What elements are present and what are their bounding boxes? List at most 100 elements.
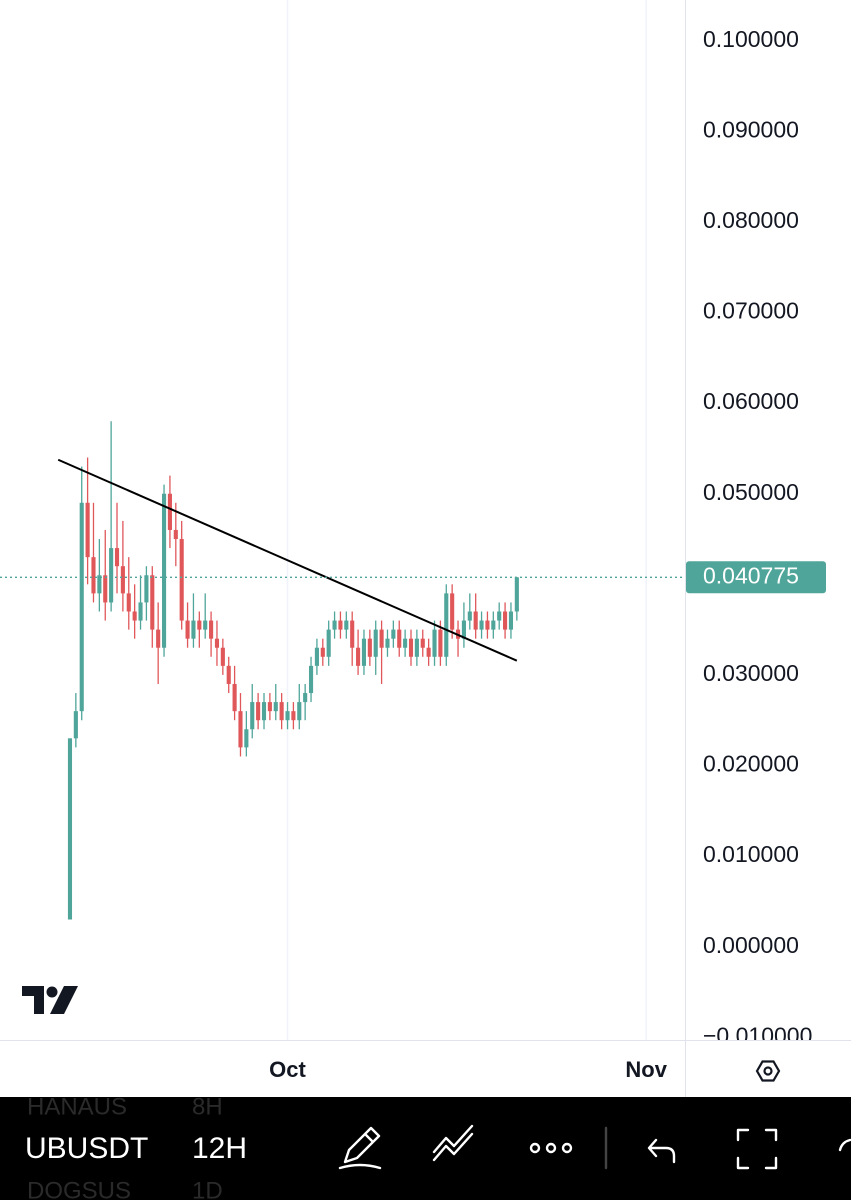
- candle-body: [297, 702, 302, 721]
- candle-body: [385, 638, 390, 648]
- toolbar-gap: [157, 1097, 187, 1200]
- candle-body: [379, 629, 384, 648]
- candle-body: [356, 647, 361, 666]
- candle-body: [250, 702, 255, 730]
- candle-body: [179, 539, 184, 621]
- candle-body: [273, 702, 278, 712]
- candle-body: [244, 729, 249, 748]
- candle-body: [432, 629, 437, 657]
- candle-body: [73, 711, 78, 739]
- candle-body: [220, 647, 225, 666]
- interval-prev[interactable]: 8H: [192, 1093, 223, 1120]
- candle-body: [303, 693, 308, 703]
- candle-body: [514, 577, 519, 612]
- candle-body: [97, 575, 102, 594]
- x-axis: Oct Nov: [269, 1057, 668, 1082]
- more-button[interactable]: [529, 1142, 573, 1154]
- corner-bg: [686, 1041, 851, 1097]
- x-tick-label: Oct: [269, 1057, 306, 1082]
- candle-body: [232, 683, 237, 712]
- candle-body: [373, 629, 378, 657]
- candle-body: [485, 620, 490, 630]
- grid: [286, 0, 647, 1040]
- candle-body: [167, 493, 172, 530]
- lines-tool[interactable]: [432, 1124, 474, 1162]
- candle-body: [420, 638, 425, 648]
- candle-body: [256, 702, 261, 721]
- trend-line: [57, 458, 518, 662]
- y-tick-label: 0.070000: [703, 298, 799, 324]
- candle-body: [497, 611, 502, 621]
- interval[interactable]: 12H: [192, 1132, 247, 1165]
- y-tick-label: 0.010000: [703, 841, 799, 867]
- candle-body: [461, 620, 466, 639]
- candle-body: [173, 529, 178, 540]
- tv-logo: [22, 986, 78, 1014]
- candle-body: [344, 620, 349, 630]
- candle-body: [109, 548, 114, 603]
- candle-body: [261, 702, 267, 721]
- candle-body: [185, 620, 190, 639]
- toolbar: [0, 1097, 851, 1200]
- candle-body: [279, 702, 284, 721]
- candle-body: [214, 638, 220, 648]
- candle-body: [161, 493, 167, 648]
- candle-body: [503, 611, 508, 630]
- candle-body: [414, 638, 419, 657]
- fullscreen-button[interactable]: [736, 1128, 778, 1170]
- candle-body: [67, 738, 73, 920]
- y-axis: 0.100000 0.090000 0.080000 0.070000 0.060000…: [703, 26, 812, 1049]
- candle-body: [473, 611, 478, 630]
- candle-body: [479, 620, 484, 630]
- candle-body: [267, 702, 272, 712]
- settings-button[interactable]: [755, 1060, 781, 1082]
- candle-body: [85, 502, 90, 558]
- candle-body: [361, 638, 367, 666]
- candle-body: [391, 629, 396, 639]
- candle-body: [226, 665, 231, 684]
- candle-body: [308, 665, 314, 694]
- candle-body: [314, 647, 319, 666]
- candle-body: [120, 566, 125, 594]
- candle-body: [209, 620, 214, 639]
- x-tick-label: Nov: [625, 1057, 667, 1082]
- candle-body: [197, 620, 202, 630]
- last-price-badge: [686, 561, 826, 594]
- candle-body: [350, 620, 355, 648]
- candle-body: [132, 611, 137, 621]
- last-price-label: 0.040775: [703, 562, 799, 588]
- candle-body: [79, 502, 84, 712]
- y-tick-label: 0.020000: [703, 751, 799, 777]
- candle-body: [156, 629, 161, 648]
- candle-body: [320, 647, 325, 657]
- candle-body: [491, 620, 496, 630]
- draw-tool[interactable]: [338, 1126, 382, 1170]
- candle-body: [332, 620, 337, 630]
- candle-body: [150, 575, 155, 630]
- symbol[interactable]: UBUSDT: [25, 1132, 148, 1165]
- symbol-prev[interactable]: HANAUS: [27, 1093, 127, 1120]
- interval-next[interactable]: 1D: [192, 1177, 223, 1200]
- y-tick-label: 0.000000: [703, 932, 799, 958]
- undo-button[interactable]: [647, 1138, 676, 1164]
- candle-body: [91, 557, 96, 594]
- next-button[interactable]: [838, 1138, 851, 1152]
- y-tick-label: 0.100000: [703, 26, 799, 52]
- candle-body: [450, 593, 455, 630]
- y-tick-label: 0.080000: [703, 207, 799, 233]
- candle-body: [144, 575, 149, 603]
- symbol-next[interactable]: DOGSUS: [27, 1177, 131, 1200]
- candle-body: [138, 602, 143, 621]
- overlay: 0.040775: [0, 458, 826, 662]
- candle-body: [397, 629, 402, 648]
- candle-body: [203, 620, 208, 630]
- candle-body: [467, 611, 472, 621]
- y-tick-label: 0.030000: [703, 660, 799, 686]
- candle-body: [238, 711, 243, 748]
- candle-body: [426, 647, 431, 657]
- marks: [67, 421, 519, 920]
- y-tick-label: 0.060000: [703, 388, 799, 414]
- candle-body: [285, 711, 290, 721]
